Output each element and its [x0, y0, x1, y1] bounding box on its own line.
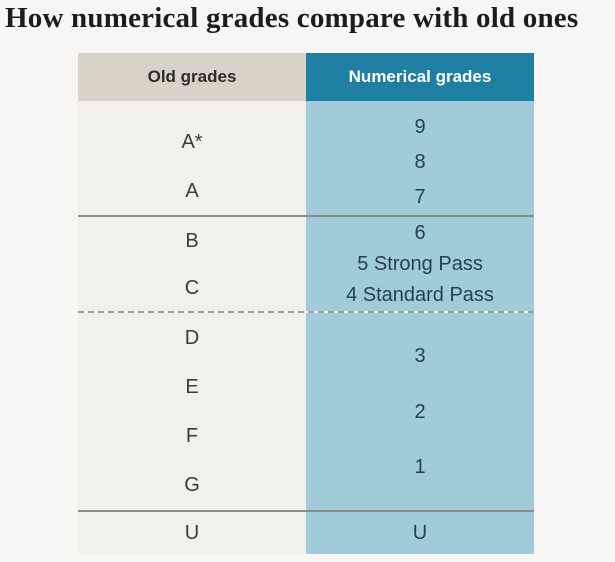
numerical-grade-label: U	[412, 522, 428, 544]
old-grade-label: B	[185, 229, 199, 252]
old-grade-label: A	[185, 179, 199, 202]
old-grades-cell: A* A	[78, 101, 306, 215]
numerical-grades-header: Numerical grades	[306, 53, 534, 101]
grades-comparison-table: Old grades Numerical grades A* A 9 8 7 B C 6 5 S…	[78, 53, 534, 554]
numerical-grade-label: 3	[414, 345, 426, 368]
old-grades-header: Old grades	[78, 53, 306, 101]
old-grade-label: F	[185, 425, 199, 448]
numerical-grade-label: 5 Strong Pass	[357, 252, 483, 275]
old-grade-label: G	[184, 474, 200, 497]
numerical-grades-cell: 3 2 1	[306, 313, 534, 510]
table-header-row: Old grades Numerical grades	[78, 53, 534, 101]
numerical-grade-label: 4 Standard Pass	[346, 284, 494, 307]
grade-band-row: D E F G 3 2 1	[78, 313, 534, 512]
numerical-grade-label: 2	[414, 400, 426, 423]
page-title: How numerical grades compare with old on…	[5, 2, 579, 34]
old-grades-cell: D E F G	[78, 313, 306, 510]
numerical-grades-cell: 6 5 Strong Pass 4 Standard Pass	[306, 217, 534, 311]
old-grade-label: U	[184, 522, 200, 544]
numerical-grade-label: 9	[414, 115, 426, 138]
old-grade-label: C	[184, 276, 200, 299]
numerical-grades-cell: 9 8 7	[306, 101, 534, 215]
old-grade-label: E	[185, 375, 199, 398]
numerical-grade-label: 8	[414, 150, 426, 173]
table-body: A* A 9 8 7 B C 6 5 Strong Pass 4 Standard Pass D E F…	[78, 101, 534, 554]
numerical-grade-label: 7	[414, 186, 426, 209]
grade-band-row: A* A 9 8 7	[78, 101, 534, 217]
numerical-grades-cell: U	[306, 512, 534, 554]
old-grades-cell: U	[78, 512, 306, 554]
old-grade-label: D	[184, 326, 200, 349]
old-grade-label: A*	[181, 130, 203, 153]
numerical-grade-label: 1	[414, 455, 426, 478]
numerical-grade-label: 6	[414, 221, 426, 244]
